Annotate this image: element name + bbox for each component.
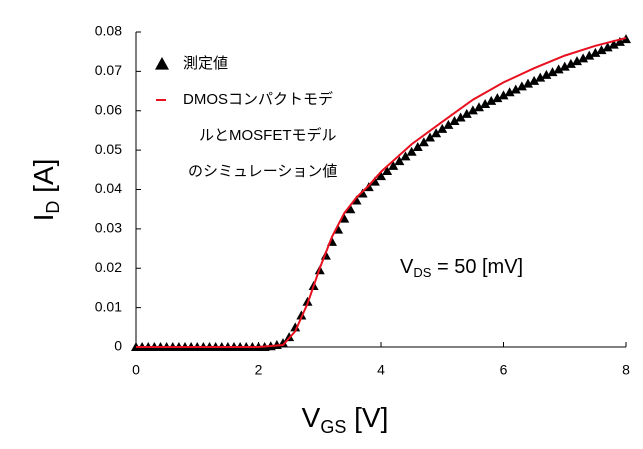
- y-tick-label: 0.01: [95, 298, 122, 314]
- marker: [529, 75, 540, 85]
- y-tick-label: 0.02: [95, 259, 122, 275]
- marker: [388, 160, 399, 170]
- x-label-rest: [V]: [346, 402, 388, 433]
- marker: [596, 45, 607, 55]
- marker: [614, 36, 625, 46]
- marker: [412, 141, 423, 151]
- marker: [455, 112, 466, 122]
- y-label-main: I: [28, 214, 59, 222]
- marker: [523, 78, 533, 88]
- x-label-main: V: [302, 402, 321, 433]
- legend-label: ルとMOSFETモデル: [199, 126, 337, 144]
- y-tick-label: 0.07: [95, 62, 122, 78]
- x-tick-label: 6: [500, 362, 508, 378]
- marker: [486, 95, 497, 105]
- legend-label: のシミュレーション値: [188, 163, 337, 180]
- legend-marker: [155, 57, 169, 70]
- annotation: VDS = 50 [mV]: [400, 256, 523, 280]
- marker: [467, 105, 478, 115]
- x-label-sub: GS: [320, 417, 346, 437]
- marker: [425, 132, 435, 142]
- x-tick-label: 8: [622, 362, 630, 378]
- marker: [406, 146, 417, 156]
- marker: [559, 61, 570, 71]
- legend-label: DMOSコンパクトモデ: [183, 90, 333, 108]
- marker: [351, 195, 362, 205]
- marker: [339, 213, 350, 223]
- x-tick-label: 4: [377, 362, 385, 378]
- marker: [474, 102, 484, 112]
- y-tick-label: 0.04: [95, 180, 122, 196]
- marker: [492, 93, 503, 103]
- marker: [565, 58, 576, 68]
- legend-label: 測定値: [183, 55, 228, 72]
- marker: [553, 64, 564, 74]
- marker: [449, 115, 460, 125]
- marker: [584, 50, 595, 60]
- x-tick-label: 0: [132, 362, 140, 378]
- annotation-main: V: [400, 256, 414, 278]
- annotation-sub: DS: [413, 265, 431, 280]
- marker: [535, 72, 546, 82]
- marker: [608, 39, 619, 49]
- marker: [431, 128, 442, 138]
- marker: [345, 204, 356, 214]
- marker: [400, 151, 411, 161]
- y-label-sub: D: [43, 201, 63, 214]
- marker: [443, 119, 454, 129]
- marker: [461, 108, 472, 118]
- marker: [541, 69, 552, 79]
- marker: [602, 42, 613, 52]
- marker: [590, 47, 601, 57]
- y-axis-label: ID [A]: [28, 159, 62, 222]
- marker: [394, 156, 405, 166]
- y-tick-label: 0: [114, 338, 122, 354]
- marker: [480, 99, 491, 109]
- marker: [376, 171, 386, 181]
- x-tick-label: 2: [255, 362, 263, 378]
- y-tick-label: 0.05: [95, 141, 122, 157]
- y-tick-label: 0.06: [95, 101, 122, 117]
- marker: [510, 84, 521, 94]
- marker: [418, 137, 429, 147]
- marker: [498, 90, 509, 100]
- marker: [296, 310, 307, 320]
- marker: [437, 123, 448, 133]
- marker: [290, 322, 301, 332]
- annotation-rest: = 50 [mV]: [431, 256, 523, 278]
- marker: [504, 87, 515, 97]
- marker: [382, 165, 393, 175]
- y-label-rest: [A]: [28, 159, 59, 201]
- marker: [547, 67, 558, 77]
- marker: [516, 81, 527, 91]
- y-tick-label: 0.08: [95, 23, 122, 39]
- x-axis-label: VGS [V]: [302, 402, 389, 436]
- marker: [369, 176, 380, 186]
- sim-line: [136, 36, 627, 348]
- marker: [572, 56, 582, 66]
- marker: [578, 53, 589, 63]
- y-tick-label: 0.03: [95, 220, 122, 236]
